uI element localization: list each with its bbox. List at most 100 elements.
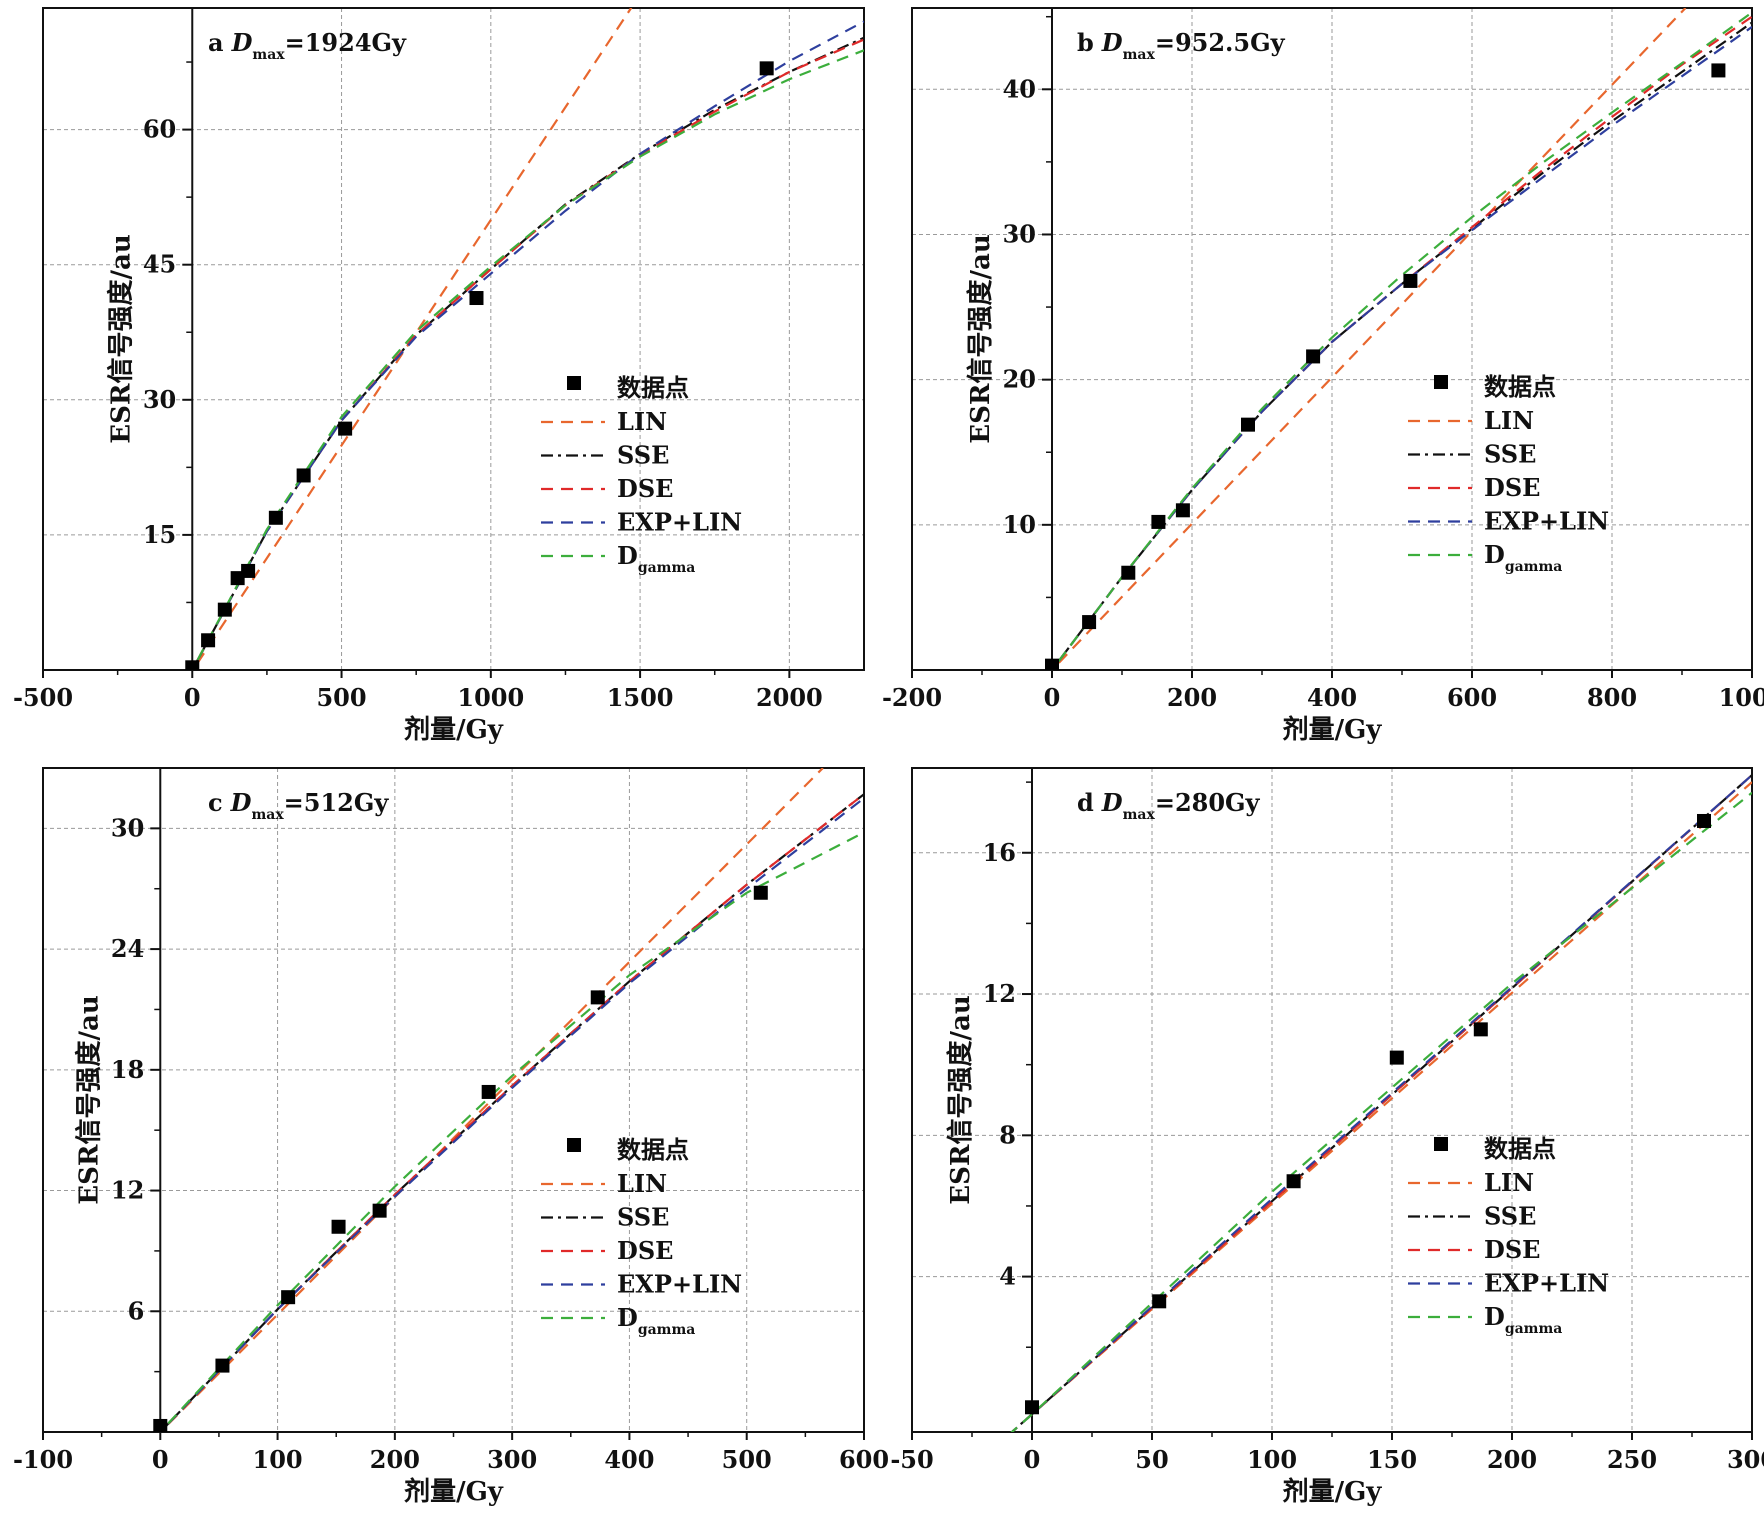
- data-point: [1175, 503, 1190, 518]
- fit-curves: [1050, 8, 1752, 670]
- data-point: [268, 510, 283, 525]
- data-points: [1045, 63, 1726, 670]
- data-point: [1025, 1400, 1039, 1415]
- y-tick-label: 40: [1003, 74, 1036, 103]
- data-point: [1711, 63, 1726, 78]
- panel-title-value: =280Gy: [1155, 788, 1261, 817]
- y-tick-label: 20: [1003, 365, 1036, 394]
- x-tick-label: 600: [1447, 683, 1497, 712]
- y-tick-label: 6: [128, 1296, 145, 1325]
- x-axis-title: 剂量/Gy: [1283, 1477, 1383, 1507]
- fit-curve-dgamma: [191, 49, 864, 670]
- x-tick-label: 50: [1135, 1445, 1168, 1474]
- fit-curve-exp-lin: [158, 797, 864, 1432]
- legend-label: Dgamma: [617, 541, 695, 576]
- legend-label: DSE: [617, 474, 673, 503]
- x-tick-label: -500: [13, 683, 73, 712]
- data-point: [1306, 349, 1321, 364]
- y-tick-label: 8: [999, 1120, 1016, 1149]
- x-axis-title: 剂量/Gy: [1283, 715, 1383, 745]
- data-point: [1121, 565, 1136, 580]
- x-tick-label: 100: [253, 1445, 303, 1474]
- x-tick-label: 200: [370, 1445, 420, 1474]
- legend-label-text: DSE: [1484, 473, 1540, 502]
- y-tick-label: 12: [983, 979, 1016, 1008]
- y-tick-label: 16: [983, 838, 1016, 867]
- data-points: [185, 61, 774, 670]
- legend-label-text: EXP+LIN: [617, 1270, 742, 1299]
- x-tick-label: -50: [890, 1445, 933, 1474]
- panel-title: d Dmax=280Gy: [1077, 788, 1261, 823]
- panel-title-value: =512Gy: [284, 788, 390, 817]
- fit-curve-dse: [158, 793, 864, 1432]
- legend-label-text: D: [1484, 540, 1505, 569]
- legend-label-sub: gamma: [1505, 559, 1563, 575]
- fit-curves: [1010, 774, 1752, 1432]
- panel-title-var: D: [231, 28, 253, 57]
- fit-curve-lin: [1050, 8, 1687, 670]
- y-axis-title: ESR信号强度/au: [105, 234, 136, 444]
- legend-label: SSE: [1484, 1202, 1536, 1231]
- data-point: [281, 1290, 296, 1305]
- panel-title-var: D: [1101, 28, 1123, 57]
- x-tick-label: 400: [1307, 683, 1357, 712]
- legend-label-text: DSE: [1484, 1235, 1540, 1264]
- legend-label: SSE: [617, 441, 669, 470]
- legend-label-sub: gamma: [638, 1322, 696, 1338]
- x-tick-label: 500: [316, 683, 366, 712]
- legend-label-text: LIN: [1484, 406, 1534, 435]
- panel-title-value: =952.5Gy: [1155, 28, 1286, 57]
- x-tick-label: 300: [1727, 1445, 1764, 1474]
- fit-curve-dse: [1050, 15, 1752, 670]
- legend-label-sub: gamma: [638, 560, 696, 576]
- legend-label-text: DSE: [617, 474, 673, 503]
- y-tick-label: 60: [143, 115, 176, 144]
- x-tick-label: 1000: [457, 683, 524, 712]
- plot-frame: [911, 767, 1753, 1433]
- data-point: [185, 660, 200, 670]
- fit-curve-dgamma: [1050, 11, 1752, 670]
- panel-letter: d: [1077, 788, 1094, 817]
- data-point: [469, 291, 484, 306]
- legend-label-text: D: [1484, 1302, 1505, 1331]
- legend-label-points: 数据点: [617, 1135, 689, 1164]
- x-tick-label: 0: [152, 1445, 169, 1474]
- legend-label: DSE: [617, 1236, 673, 1265]
- x-tick-label: 400: [604, 1445, 654, 1474]
- y-tick-label: 45: [143, 250, 176, 279]
- x-tick-label: 200: [1167, 683, 1217, 712]
- legend-label-text: SSE: [617, 441, 669, 470]
- legend-label-text: LIN: [1484, 1168, 1534, 1197]
- y-tick-label: 18: [111, 1055, 144, 1084]
- y-tick-label: 10: [1003, 510, 1036, 539]
- fit-curves: [191, 8, 864, 670]
- data-point: [1082, 615, 1097, 630]
- y-tick-label: 15: [143, 520, 176, 549]
- data-point: [331, 1219, 346, 1234]
- panel-c: -100 0 100 200 300 400 500 600 6 12 18 24 30 剂量/Gy ESR…: [13, 767, 889, 1507]
- y-axis-title: ESR信号强度/au: [73, 995, 104, 1205]
- panel-title-value: =1924Gy: [285, 28, 407, 57]
- panel-letter: a: [208, 28, 224, 57]
- y-axis-title: ESR信号强度/au: [965, 234, 996, 444]
- legend-label: LIN: [1484, 1168, 1534, 1197]
- data-point: [296, 468, 311, 483]
- panel-title-sub: max: [1123, 47, 1156, 63]
- legend-label-text: SSE: [617, 1203, 669, 1232]
- data-point: [753, 885, 768, 900]
- legend-label: EXP+LIN: [617, 508, 742, 537]
- x-tick-label: 250: [1607, 1445, 1657, 1474]
- plot-frame: [42, 7, 865, 671]
- y-tick-label: 4: [999, 1262, 1016, 1291]
- y-tick-label: 30: [111, 813, 144, 842]
- legend: 数据点 LIN SSE DSE EXP+LIN Dgamma: [541, 373, 742, 576]
- data-point: [1389, 1050, 1404, 1065]
- data-point: [1241, 417, 1255, 432]
- legend-point-marker: [567, 376, 581, 390]
- legend-label: DSE: [1484, 473, 1540, 502]
- panel-letter: b: [1077, 28, 1094, 57]
- panel-title: c Dmax=512Gy: [208, 788, 389, 823]
- x-tick-label: 2000: [756, 683, 823, 712]
- x-axis-title: 剂量/Gy: [404, 1477, 504, 1507]
- fit-curve-dgamma: [1010, 791, 1752, 1432]
